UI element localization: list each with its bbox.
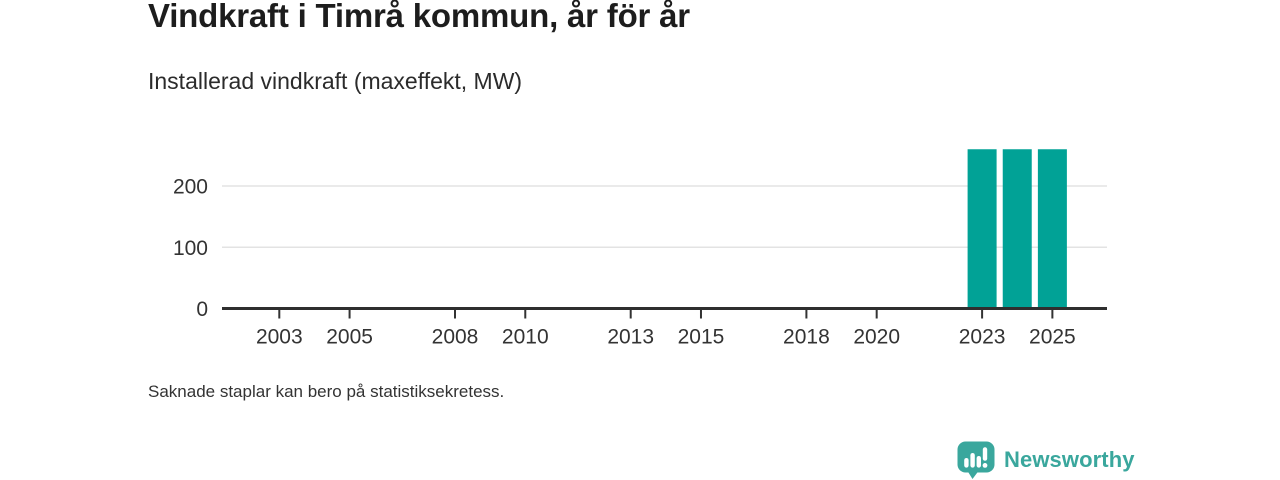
- x-tick-label-2013: 2013: [607, 326, 654, 349]
- x-tick-label-2015: 2015: [678, 326, 725, 349]
- newsworthy-logo: Newsworthy: [957, 441, 1135, 479]
- bar-2024: [1002, 149, 1032, 310]
- x-tick-label-2018: 2018: [783, 326, 830, 349]
- x-tick-label-2020: 2020: [853, 326, 900, 349]
- x-tick-label-2010: 2010: [502, 326, 549, 349]
- bar-2025: [1037, 149, 1067, 310]
- y-tick-label-0: 0: [196, 298, 208, 321]
- bar-2023: [967, 149, 997, 310]
- x-tick-label-2025: 2025: [1029, 326, 1076, 349]
- y-tick-label-100: 100: [173, 237, 208, 260]
- newsworthy-logo-icon: [957, 441, 995, 479]
- newsworthy-logo-text: Newsworthy: [1004, 447, 1135, 472]
- bar-chart-plot: 0 100 200 2003 2005 2008 2010 2013 2015 2018 2020 2…: [173, 149, 1107, 349]
- x-tick-label-2003: 2003: [256, 326, 303, 349]
- footnote: Saknade staplar kan bero på statistiksek…: [148, 382, 505, 401]
- chart-title: Vindkraft i Timrå kommun, år för år: [148, 0, 690, 34]
- y-tick-label-200: 200: [173, 176, 208, 199]
- x-tick-label-2005: 2005: [326, 326, 373, 349]
- chart-subtitle: Installerad vindkraft (maxeffekt, MW): [148, 68, 523, 94]
- x-tick-label-2008: 2008: [432, 326, 479, 349]
- x-tick-label-2023: 2023: [959, 326, 1006, 349]
